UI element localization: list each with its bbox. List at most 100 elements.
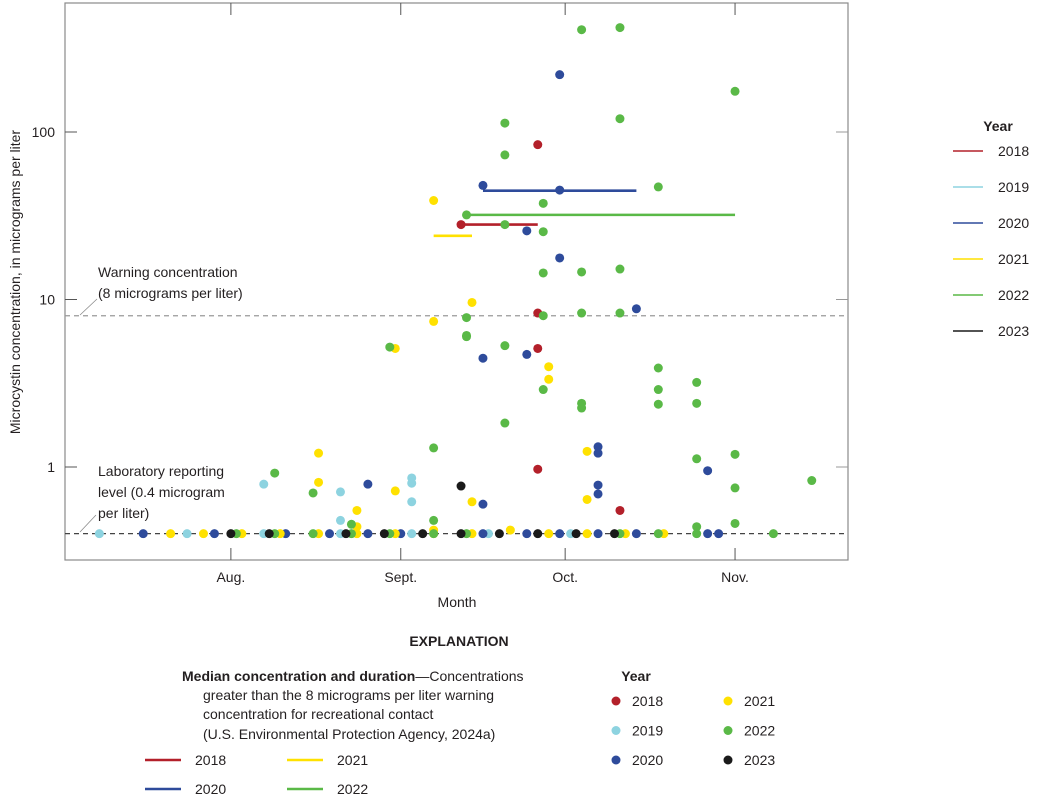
data-point-2022	[270, 468, 280, 478]
y-tick-label: 10	[39, 292, 55, 308]
data-point-2019	[335, 487, 345, 497]
data-point-2020	[593, 442, 603, 452]
data-point-2022	[462, 313, 472, 323]
reporting-label-line2: level (0.4 microgram	[98, 484, 225, 500]
data-point-2021	[429, 316, 439, 326]
median-description-line: (U.S. Environmental Protection Agency, 2…	[203, 726, 495, 742]
data-point-2023	[533, 529, 543, 539]
data-point-2021	[467, 297, 477, 307]
data-point-2021	[429, 195, 439, 205]
data-point-2020	[631, 529, 641, 539]
legend-label: 2019	[998, 179, 1029, 195]
median-description-bold: Median concentration and duration	[182, 668, 415, 684]
data-point-2022	[615, 264, 625, 274]
x-tick-label: Aug.	[216, 569, 245, 585]
point-legend-marker-2023	[723, 755, 733, 765]
data-point-2020	[593, 480, 603, 490]
point-legend-marker-2018	[611, 696, 621, 706]
data-point-2023	[226, 529, 236, 539]
data-point-2022	[692, 398, 702, 408]
data-point-2020	[138, 529, 148, 539]
data-point-2021	[166, 529, 176, 539]
data-point-2022	[615, 114, 625, 124]
data-point-2020	[478, 529, 488, 539]
data-point-2022	[538, 385, 548, 395]
median-description-line: greater than the 8 micrograms per liter …	[203, 687, 494, 703]
point-legend-title: Year	[621, 668, 651, 684]
legend-label: 2018	[998, 143, 1029, 159]
data-point-2023	[418, 529, 428, 539]
data-point-2022	[730, 483, 740, 493]
data-point-2021	[544, 362, 554, 372]
data-point-2021	[582, 494, 592, 504]
data-point-2021	[544, 374, 554, 384]
data-point-2018	[456, 220, 466, 230]
point-legend-marker-2022	[723, 726, 733, 735]
data-point-2022	[615, 23, 625, 33]
data-point-2022	[538, 268, 548, 278]
warning-leader	[79, 298, 98, 316]
x-tick-label: Nov.	[721, 569, 749, 585]
y-axis-label: Microcystin concentration, in micrograms…	[7, 130, 23, 435]
data-point-2020	[555, 253, 565, 263]
data-point-2021	[467, 497, 477, 507]
data-point-2022	[500, 341, 510, 351]
data-point-2022	[692, 522, 702, 532]
data-point-2018	[533, 343, 543, 353]
data-point-2023	[456, 481, 466, 491]
legend-label: 2022	[998, 287, 1029, 303]
data-point-2022	[500, 150, 510, 160]
data-point-2022	[807, 476, 817, 486]
data-point-2022	[308, 529, 318, 539]
data-point-2023	[494, 529, 504, 539]
data-point-2019	[94, 529, 104, 539]
data-point-2021	[390, 486, 400, 496]
data-point-2020	[593, 448, 603, 458]
x-tick-label: Oct.	[552, 569, 578, 585]
data-point-2022	[538, 198, 548, 208]
data-point-2020	[522, 529, 532, 539]
point-legend-marker-2021	[723, 696, 733, 706]
point-legend-label: 2019	[632, 723, 663, 739]
data-point-2019	[259, 479, 269, 489]
data-point-2021	[314, 448, 324, 458]
data-point-2022	[577, 403, 587, 413]
legend-label: 2023	[998, 323, 1029, 339]
data-point-2022	[500, 118, 510, 128]
data-point-2022	[577, 308, 587, 318]
median-legend-label: 2020	[195, 781, 226, 797]
data-point-2020	[714, 529, 724, 539]
data-point-2022	[538, 311, 548, 321]
data-point-2020	[478, 353, 488, 363]
median-legend-label: 2022	[337, 781, 368, 797]
point-legend-label: 2023	[744, 752, 775, 768]
data-point-2018	[615, 505, 625, 515]
data-point-2020	[555, 70, 565, 80]
data-point-2022	[429, 443, 439, 453]
data-point-2020	[363, 479, 373, 489]
median-description-rest: —Concentrations	[415, 668, 523, 684]
data-point-2022	[653, 182, 663, 192]
data-point-2023	[609, 529, 619, 539]
data-point-2020	[703, 466, 713, 476]
point-legend-label: 2021	[744, 693, 775, 709]
data-point-2021	[198, 529, 208, 539]
data-point-2019	[335, 515, 345, 525]
median-description: Median concentration and duration—Concen…	[182, 668, 524, 684]
data-point-2022	[730, 518, 740, 528]
data-point-2022	[653, 399, 663, 409]
data-point-2020	[593, 529, 603, 539]
explanation-title: EXPLANATION	[409, 633, 508, 649]
plot-frame	[64, 2, 849, 561]
reporting-label-line1: Laboratory reporting	[98, 463, 224, 479]
data-point-2023	[571, 529, 581, 539]
data-point-2022	[577, 25, 587, 35]
data-point-2020	[209, 529, 219, 539]
data-point-2018	[533, 464, 543, 474]
data-point-2022	[692, 377, 702, 387]
data-point-2022	[385, 342, 395, 352]
data-point-2022	[653, 529, 663, 539]
data-point-2023	[341, 529, 351, 539]
data-point-2023	[456, 529, 466, 539]
